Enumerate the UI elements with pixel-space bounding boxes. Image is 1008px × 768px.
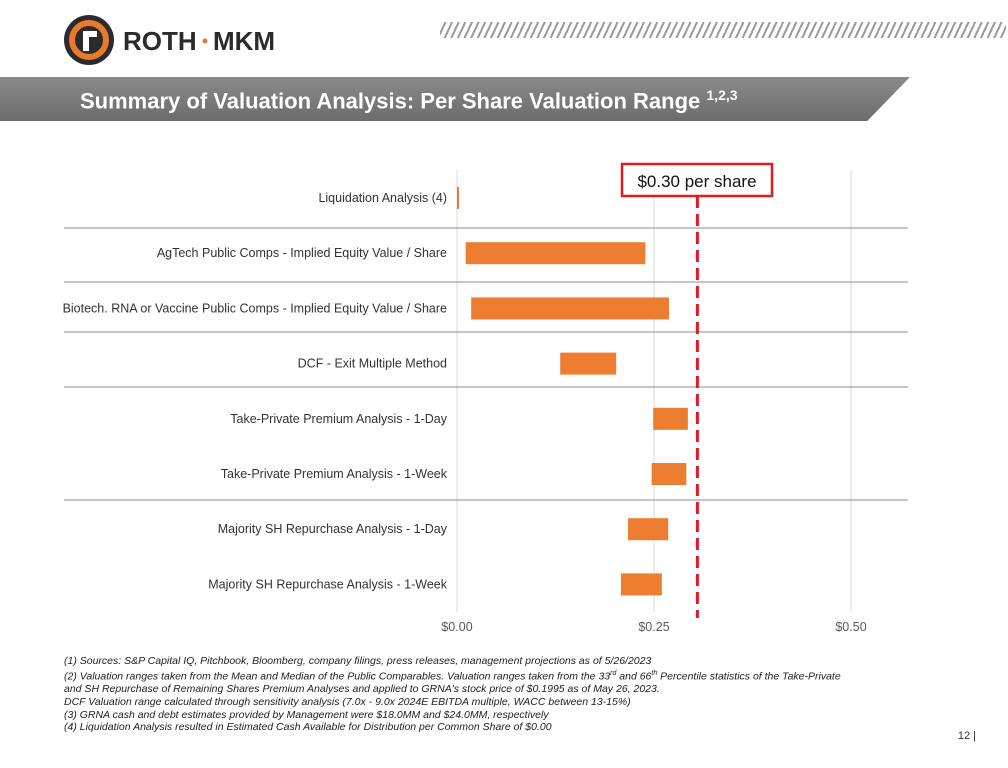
range-bar	[620, 573, 662, 596]
category-label: DCF - Exit Multiple Method	[298, 357, 447, 371]
title-text: Summary of Valuation Analysis: Per Share…	[80, 88, 701, 114]
footnote-2-dcf: DCF Valuation range calculated through s…	[64, 695, 631, 708]
footnote-2: (2) Valuation ranges taken from the Mean…	[64, 669, 841, 683]
category-label: Biotech. RNA or Vaccine Public Comps - I…	[63, 301, 447, 315]
decorative-hatch	[440, 22, 1006, 38]
page-number: 12 |	[957, 730, 976, 742]
category-label: Take-Private Premium Analysis - 1-Day	[230, 412, 447, 426]
x-tick-label: $0.50	[835, 620, 866, 634]
footnote-4: (4) Liquidation Analysis resulted in Est…	[64, 721, 552, 734]
footnote-1: (1) Sources: S&P Capital IQ, Pitchbook, …	[64, 655, 652, 667]
range-bar	[653, 407, 688, 430]
range-bar	[627, 518, 669, 541]
range-bar	[560, 352, 617, 375]
brand-name: ROTH	[123, 26, 197, 56]
x-tick-label: $0.00	[441, 620, 472, 634]
range-bar	[651, 463, 687, 485]
title-bar	[0, 77, 910, 121]
category-label: AgTech Public Comps - Implied Equity Val…	[157, 246, 447, 260]
reference-label: $0.30 per share	[637, 172, 756, 191]
category-label: Majority SH Repurchase Analysis - 1-Week	[208, 577, 447, 591]
brand-name-2: MKM	[213, 26, 275, 56]
range-bar	[457, 187, 459, 209]
footnote-3: (3) GRNA cash and debt estimates provide…	[64, 708, 549, 721]
valuation-chart: $0.00 $0.25 $0.50 Liquidation Analysis (4) A…	[63, 162, 908, 634]
reference-label-box	[620, 162, 774, 198]
title-superscript: 1,2,3	[706, 87, 738, 103]
category-label: Majority SH Repurchase Analysis - 1-Day	[218, 522, 448, 536]
page-title: Summary of Valuation Analysis: Per Share…	[80, 87, 738, 114]
footnotes: (1) Sources: S&P Capital IQ, Pitchbook, …	[64, 655, 841, 734]
category-label: Take-Private Premium Analysis - 1-Week	[221, 467, 448, 481]
x-tick-label: $0.25	[638, 620, 669, 634]
roth-mkm-logo: ROTH MKM	[64, 15, 275, 65]
category-label: Liquidation Analysis (4)	[318, 191, 447, 205]
footnote-2-cont: and SH Repurchase of Remaining Shares Pr…	[64, 683, 660, 696]
range-bar	[465, 242, 646, 265]
range-bar	[471, 297, 669, 320]
